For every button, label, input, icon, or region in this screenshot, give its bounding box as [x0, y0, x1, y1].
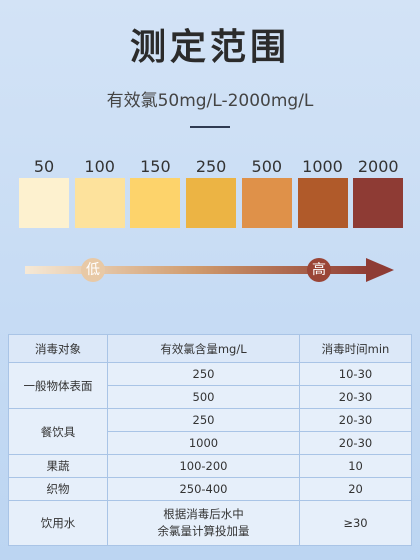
cell-line: 余氯量计算投加量: [157, 524, 250, 538]
row: 500 20-30: [9, 385, 412, 409]
swatch: [241, 178, 292, 228]
row: 餐饮具 250 20-30: [8, 408, 412, 455]
header-cell: 有效氯含量mg/L: [106, 334, 301, 363]
header-cell: 消毒时间min: [299, 334, 412, 363]
value-cell: 500: [106, 385, 301, 409]
row: 1000 20-30: [9, 431, 412, 455]
value-cell: 1000: [106, 431, 301, 455]
title: 测定范围: [129, 27, 290, 68]
object-cell: 一般物体表面: [8, 362, 108, 409]
swatch-label: 2000: [357, 157, 399, 176]
swatch: [19, 178, 69, 228]
swatch: [353, 178, 404, 228]
divider: [190, 126, 230, 128]
swatch-label: 150: [140, 157, 171, 176]
swatch: [186, 178, 237, 228]
object-cell: 织物: [8, 477, 108, 501]
value-cell: 根据消毒后水中 余氯量计算投加量: [106, 500, 301, 546]
value-cell: 20: [299, 477, 412, 501]
swatch: [74, 178, 125, 228]
value-cell: ≥30: [299, 500, 412, 546]
row: 一般物体表面 250 10-30: [8, 362, 412, 409]
value-cell: 20-30: [299, 408, 412, 432]
value-cell: 20-30: [299, 431, 412, 455]
header-row: 消毒对象 有效氯含量mg/L 消毒时间min: [8, 334, 412, 363]
value-cell: 250-400: [106, 477, 301, 501]
value-cell: 20-30: [299, 385, 412, 409]
value-cell: 10-30: [299, 362, 412, 386]
value-cell: 10: [299, 454, 412, 478]
swatch-label: 50: [33, 157, 55, 176]
object-cell: 饮用水: [8, 500, 108, 546]
table: 消毒对象 有效氯含量mg/L 消毒时间min 一般物体表面 250 10-30 500 20-…: [8, 334, 412, 546]
swatch: [130, 178, 181, 228]
object-cell: 餐饮具: [8, 408, 108, 455]
scale-arrow: [25, 258, 394, 282]
row: 果蔬 100-200 10: [8, 454, 412, 478]
swatch-label: 100: [84, 157, 115, 176]
row: 织物 250-400 20: [8, 477, 412, 501]
high-label: 高: [307, 258, 331, 282]
object-cell: 果蔬: [8, 454, 108, 478]
swatch-label: 500: [251, 157, 283, 176]
low-label: 低: [81, 258, 105, 282]
swatch-label: 1000: [302, 157, 343, 176]
row: 饮用水 根据消毒后水中 余氯量计算投加量 ≥30: [8, 500, 412, 546]
cell-line: 根据消毒后水中: [163, 507, 244, 521]
swatch-label: 250: [195, 157, 227, 176]
value-cell: 100-200: [106, 454, 301, 478]
value-cell: 250: [106, 408, 301, 432]
value-cell: 250: [106, 362, 301, 386]
subtitle: 有效氯50mg/L-2000mg/L: [106, 91, 314, 111]
header-cell: 消毒对象: [8, 334, 108, 363]
swatch: [297, 178, 348, 228]
